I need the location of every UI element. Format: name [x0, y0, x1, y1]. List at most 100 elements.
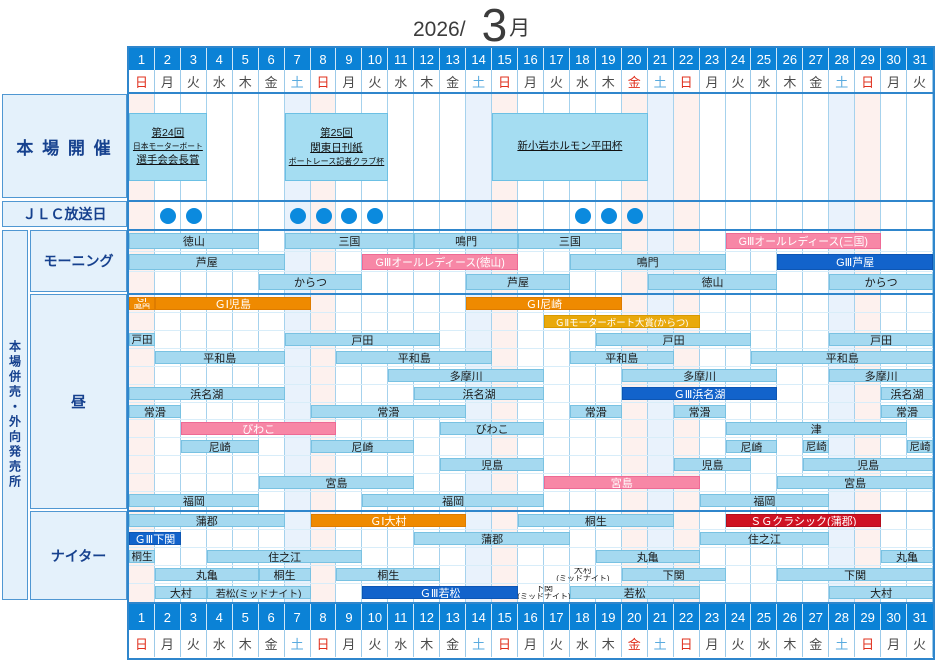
event-box[interactable]: 第25回 関東日刊紙 ボートレース記者クラブ杯	[284, 113, 389, 181]
day-number-cell: 21	[648, 604, 674, 630]
venue-bar[interactable]: 福岡	[699, 494, 830, 507]
venue-bar[interactable]: 若松	[569, 586, 700, 599]
venue-bar[interactable]: 多摩川	[829, 369, 933, 382]
day-of-week-cell: 火	[725, 70, 752, 92]
venue-bar[interactable]: ＧⅢ若松	[362, 586, 519, 599]
venue-bar[interactable]: からつ	[258, 274, 363, 290]
venue-bar[interactable]: 平和島	[569, 351, 674, 364]
venue-bar[interactable]: GⅢ芦屋	[777, 254, 933, 270]
venue-bar[interactable]: GⅢオールレディース(三国)	[725, 233, 882, 249]
venue-bar[interactable]: 下関	[621, 568, 726, 581]
day-of-week-cell: 月	[154, 630, 181, 657]
venue-bar[interactable]: 浜名湖	[129, 387, 285, 400]
venue-bar[interactable]: びわこ	[440, 422, 544, 435]
venue-bar[interactable]: 鳴門	[414, 233, 519, 249]
event-box[interactable]: 第24回 日本モーターボート 選手会会長賞	[129, 113, 207, 181]
venue-bar[interactable]: 三国	[518, 233, 622, 249]
venue-bar[interactable]: 福岡	[362, 494, 544, 507]
venue-bar[interactable]: 尼崎	[725, 440, 778, 453]
venue-bar[interactable]: 常滑	[129, 405, 181, 418]
day-number-cell: 15	[492, 604, 519, 630]
venue-bar[interactable]: 桐生	[129, 550, 155, 563]
venue-bar[interactable]: 戸田	[129, 333, 155, 346]
day-of-week-cell: 土	[466, 630, 493, 657]
venue-bar[interactable]: 常滑	[673, 405, 726, 418]
venue-bar[interactable]: 児島	[673, 458, 752, 471]
venue-bar[interactable]: 尼崎	[803, 440, 830, 453]
venue-bar[interactable]: 戸田	[595, 333, 752, 346]
venue-bar[interactable]: ＧⅡモーターボート大賞(からつ)	[543, 315, 700, 328]
venue-bar[interactable]: 戸田	[284, 333, 441, 346]
venue-bar[interactable]: 住之江	[699, 532, 830, 545]
tint-cell	[207, 202, 233, 229]
venue-bar[interactable]: 多摩川	[388, 369, 544, 382]
day-number-cell: 13	[440, 604, 467, 630]
venue-bar[interactable]: 桐生	[518, 514, 674, 527]
tint-cell	[518, 512, 544, 602]
venue-bar[interactable]: ＧⅠ児島	[154, 297, 311, 310]
venue-bar[interactable]: 徳山	[129, 233, 259, 249]
venue-bar[interactable]: 宮島	[777, 476, 933, 489]
venue-bar[interactable]: 浜名湖	[881, 387, 933, 400]
venue-bar[interactable]: 芦屋	[129, 254, 285, 270]
venue-bar[interactable]: 浜名湖	[414, 387, 544, 400]
venue-bar[interactable]: 常滑	[310, 405, 467, 418]
venue-bar[interactable]: 下関	[777, 568, 933, 581]
venue-bar[interactable]: 鳴門	[569, 254, 726, 270]
day-of-week-cell: 火	[907, 630, 933, 657]
venue-bar[interactable]: 蒲郡	[129, 514, 285, 527]
venue-bar[interactable]: 尼崎	[310, 440, 415, 453]
venue-bar[interactable]: GⅠ 鳴門	[129, 297, 155, 310]
tint-cell	[726, 231, 752, 293]
event-box-line: 第25回	[320, 126, 353, 139]
event-box[interactable]: 新小岩ホルモン平田杯	[492, 113, 648, 181]
venue-bar[interactable]: 尼崎	[180, 440, 259, 453]
venue-bar[interactable]: 丸亀	[881, 550, 933, 563]
venue-bar[interactable]: ＧⅠ大村	[310, 514, 467, 527]
day-number-cell: 25	[751, 48, 778, 70]
venue-bar[interactable]: 津	[725, 422, 908, 435]
venue-bar[interactable]: 丸亀	[154, 568, 259, 581]
venue-bar[interactable]: 住之江	[206, 550, 363, 563]
day-of-week-row-bottom: 日月火水木金土日月火水木金土日月火水木金土日月火水木金土日月火	[129, 630, 933, 657]
venue-bar[interactable]: からつ	[829, 274, 933, 290]
venue-bar[interactable]: ＧⅢ浜名湖	[621, 387, 778, 400]
venue-bar[interactable]: 大村	[154, 586, 207, 599]
venue-bar[interactable]: 宮島	[543, 476, 700, 489]
tint-cell	[777, 94, 804, 200]
venue-bar[interactable]: 桐生	[258, 568, 311, 581]
venue-bar[interactable]: 徳山	[647, 274, 778, 290]
venue-bar[interactable]: ＧⅢ下関	[129, 532, 181, 545]
day-number-cell: 11	[388, 48, 415, 70]
venue-bar[interactable]: 平和島	[154, 351, 285, 364]
venue-bar[interactable]: 大村	[829, 586, 933, 599]
venue-bar[interactable]: 丸亀	[595, 550, 700, 563]
tint-cell	[673, 202, 700, 229]
tint-cell	[907, 202, 933, 229]
venue-bar[interactable]: ＳＧクラシック(蒲郡)	[725, 514, 882, 527]
venue-bar[interactable]: GⅢオールレディース(徳山)	[362, 254, 519, 270]
venue-bar[interactable]: 常滑	[881, 405, 933, 418]
day-of-week-cell: 月	[881, 630, 908, 657]
venue-bar[interactable]: 若松(ミッドナイト)	[206, 586, 311, 599]
venue-bar[interactable]: 桐生	[336, 568, 441, 581]
day-number-cell: 26	[777, 48, 804, 70]
venue-bar[interactable]: 芦屋	[466, 274, 570, 290]
venue-bar[interactable]: 戸田	[829, 333, 933, 346]
venue-bar[interactable]: 多摩川	[621, 369, 778, 382]
venue-bar[interactable]: 児島	[803, 458, 933, 471]
venue-bar[interactable]: 常滑	[569, 405, 622, 418]
venue-bar[interactable]: ＧⅠ尼崎	[466, 297, 622, 310]
day-of-week-cell: 水	[206, 70, 233, 92]
venue-bar[interactable]: 平和島	[751, 351, 933, 364]
venue-bar[interactable]: 蒲郡	[414, 532, 570, 545]
venue-bar[interactable]: 三国	[284, 233, 415, 249]
day-of-week-cell: 水	[569, 630, 596, 657]
venue-bar[interactable]: びわこ	[180, 422, 337, 435]
venue-bar[interactable]: 福岡	[129, 494, 259, 507]
tint-cell	[570, 202, 596, 229]
venue-bar[interactable]: 尼崎	[907, 440, 933, 453]
venue-bar[interactable]: 平和島	[336, 351, 493, 364]
venue-bar[interactable]: 児島	[440, 458, 544, 471]
venue-bar[interactable]: 宮島	[258, 476, 415, 489]
